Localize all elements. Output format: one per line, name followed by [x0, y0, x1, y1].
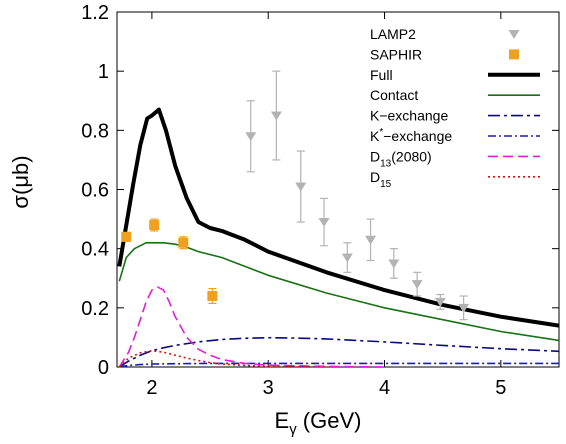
y-tick-label: 1.2: [81, 2, 109, 24]
x-tick-label: 4: [379, 377, 390, 399]
lamp2-point: [341, 253, 353, 263]
legend-label-d13-2080: D13(2080): [370, 148, 432, 169]
legend-swatch-lamp2: [508, 30, 520, 39]
y-tick-label: 0.4: [81, 239, 109, 261]
lamp2-point: [270, 111, 282, 121]
legend-label-contact: Contact: [370, 87, 418, 103]
legend-label-sup: *: [379, 127, 383, 138]
y-tick-label: 0.2: [81, 298, 109, 320]
y-tick-label: 0.8: [81, 120, 109, 142]
saphir-point: [149, 220, 160, 230]
legend-label-lamp2: LAMP2: [370, 26, 416, 42]
lamp2-point: [458, 303, 470, 313]
series-line-k-exchange: [119, 362, 559, 367]
data-points-group: [121, 70, 470, 321]
lamp2-point: [411, 280, 423, 290]
lamp2-point: [388, 259, 400, 269]
saphir-point: [178, 237, 189, 248]
legend-label-k-exchange: K*−exchange: [370, 127, 452, 144]
series-line-d13-2080: [118, 286, 385, 367]
series-line-k-exchange: [118, 336, 559, 367]
lamp2-point: [434, 297, 446, 307]
x-axis-title-rest: (GeV): [297, 408, 362, 433]
legend-label-saphir: SAPHIR: [370, 46, 422, 62]
legend-label-sub: 13: [380, 158, 392, 169]
x-axis-title-main: E: [275, 408, 290, 433]
saphir-point: [121, 231, 132, 242]
legend-label-main: K−exchange: [370, 108, 448, 124]
x-tick-label: 5: [495, 377, 506, 399]
legend-label-sub: 15: [380, 179, 392, 190]
legend-swatch-saphir: [509, 49, 519, 60]
legend-label-main: SAPHIR: [370, 46, 422, 62]
lamp2-point: [365, 235, 377, 245]
legend-label-d15: D15: [370, 169, 392, 190]
legend-label-main: D: [370, 148, 380, 164]
series-line-d15: [118, 349, 327, 367]
tick-labels-group: 2 3 4 5 0 0.2 0.4 0.6 0.8 1 1.2: [81, 2, 506, 399]
legend-label-main: Full: [370, 67, 393, 83]
saphir-point: [207, 291, 218, 301]
legend-label-rest: (2080): [391, 148, 431, 164]
y-tick-label: 1: [98, 61, 109, 83]
series-line-full: [117, 107, 559, 328]
legend-label-main: D: [370, 169, 380, 185]
series-line-contact: [118, 242, 559, 342]
x-axis-title: Eγ (GeV): [275, 408, 362, 438]
legend-label-main: K: [370, 128, 380, 144]
lamp2-point: [318, 218, 330, 228]
y-tick-label: 0.6: [81, 180, 109, 202]
legend-label-full: Full: [370, 67, 393, 83]
x-axis-title-sub: γ: [289, 421, 297, 438]
lamp2-point: [295, 182, 307, 192]
legend: LAMP2SAPHIRFullContactK−exchangeK*−excha…: [370, 26, 540, 190]
x-tick-label: 3: [263, 377, 274, 399]
legend-label-k-exchange: K−exchange: [370, 108, 448, 124]
lamp2-point: [245, 132, 257, 142]
x-tick-label: 2: [146, 377, 157, 399]
legend-label-main: LAMP2: [370, 26, 416, 42]
legend-label-rest: −exchange: [383, 128, 452, 144]
y-axis-title: σ(μb): [8, 155, 33, 208]
legend-label-main: Contact: [370, 87, 418, 103]
y-tick-label: 0: [98, 357, 109, 379]
